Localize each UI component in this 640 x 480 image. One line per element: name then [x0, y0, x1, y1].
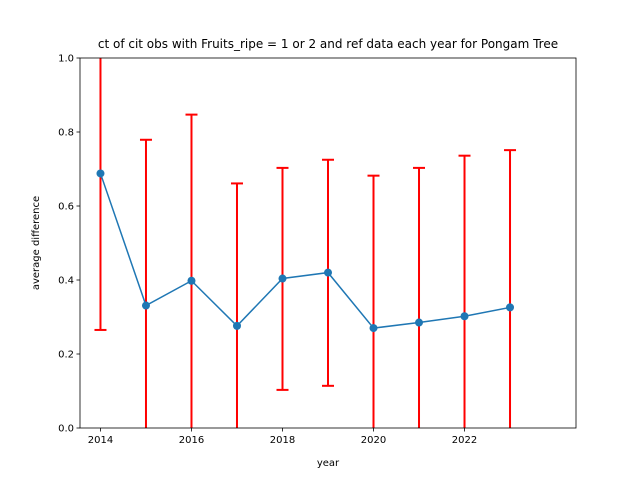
- markers-group: [96, 169, 515, 333]
- data-point: [278, 274, 287, 283]
- y-tick-label: 0.4: [58, 276, 74, 287]
- data-point: [232, 321, 241, 330]
- y-tick-label: 0.6: [58, 202, 74, 213]
- data-point: [187, 276, 196, 285]
- x-axis-label: year: [317, 458, 340, 469]
- x-axis: 2014 2016 2018 2020 2022: [88, 428, 477, 446]
- y-tick-label: 0.0: [58, 424, 74, 435]
- x-tick-label: 2014: [88, 435, 113, 446]
- data-point: [141, 301, 150, 310]
- data-point: [415, 318, 424, 327]
- data-point: [324, 268, 332, 277]
- x-tick-label: 2018: [270, 435, 295, 446]
- x-tick-label: 2020: [361, 435, 386, 446]
- data-point: [506, 303, 515, 312]
- data-point: [369, 324, 378, 333]
- data-point: [460, 312, 469, 321]
- errorbars-group: [99, 58, 512, 428]
- series-line-group: [99, 173, 511, 329]
- y-axis-label: average difference: [31, 196, 42, 290]
- errorbar-caps-group: [94, 113, 517, 391]
- chart-title: ct of cit obs with Fruits_ripe = 1 or 2 …: [98, 37, 558, 51]
- y-tick-label: 1.0: [58, 54, 74, 65]
- y-axis: 0.0 0.2 0.4 0.6 0.8 1.0: [58, 54, 80, 435]
- data-point: [96, 169, 105, 178]
- series-line: [99, 173, 511, 329]
- x-tick-label: 2022: [452, 435, 477, 446]
- x-tick-label: 2016: [179, 435, 204, 446]
- y-tick-label: 0.8: [58, 128, 74, 139]
- plot-frame: [79, 57, 577, 429]
- y-tick-label: 0.2: [58, 350, 74, 361]
